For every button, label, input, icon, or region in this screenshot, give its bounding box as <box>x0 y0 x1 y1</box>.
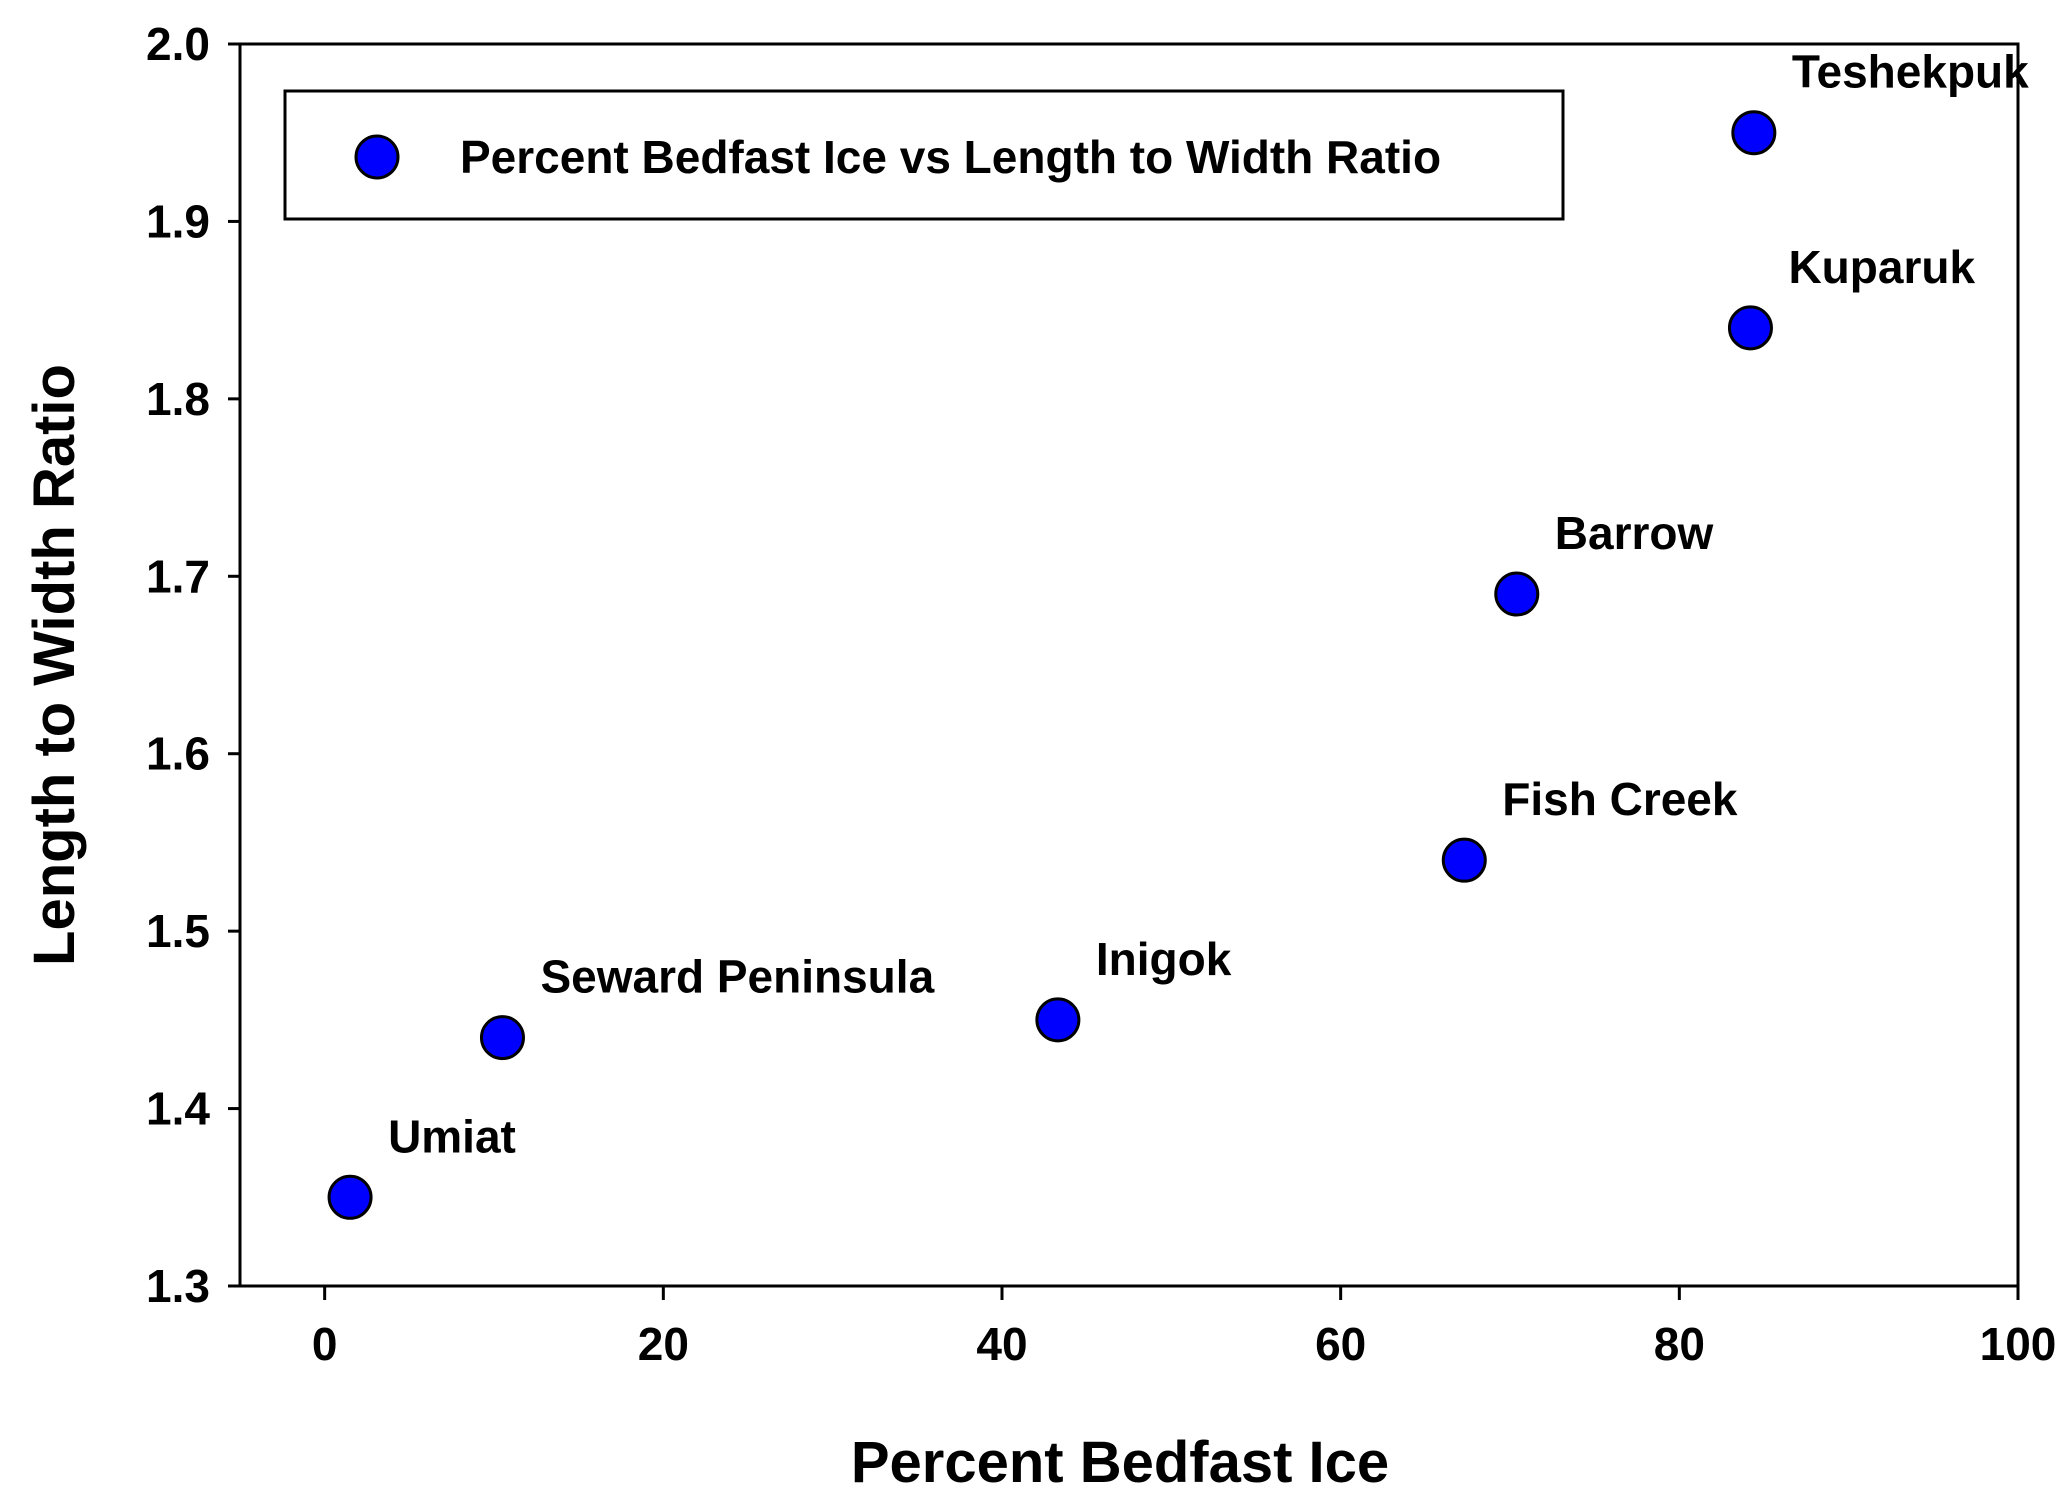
x-tick-label: 20 <box>638 1318 689 1370</box>
y-tick-label: 1.8 <box>146 373 210 425</box>
data-point <box>479 1015 525 1061</box>
x-tick-label: 100 <box>1980 1318 2057 1370</box>
data-point <box>1494 571 1540 617</box>
data-point <box>1441 837 1487 883</box>
y-axis-title: Length to Width Ratio <box>22 364 87 966</box>
legend-box <box>283 89 1565 221</box>
y-axis: 1.3 1.4 1.5 1.6 1.7 1.8 1.9 2.0 <box>146 18 240 1312</box>
x-axis-title: Percent Bedfast Ice <box>851 1430 1389 1495</box>
plot-frame <box>238 42 2020 1288</box>
data-point <box>327 1174 373 1220</box>
y-tick-label: 2.0 <box>146 18 210 70</box>
point-label: Inigok <box>1096 933 1232 985</box>
data-points: Umiat Seward Peninsula Inigok Fish Creek Bar… <box>327 46 2029 1220</box>
data-point <box>1035 997 1081 1043</box>
point-label: Seward Peninsula <box>540 951 934 1003</box>
y-tick-label: 1.9 <box>146 195 210 247</box>
x-tick-label: 60 <box>1315 1318 1366 1370</box>
y-tick-label: 1.3 <box>146 1260 210 1312</box>
legend: Percent Bedfast Ice vs Length to Width R… <box>283 89 1565 221</box>
y-tick-label: 1.5 <box>146 905 210 957</box>
y-tick-label: 1.4 <box>146 1083 210 1135</box>
point-label: Umiat <box>388 1110 516 1162</box>
x-axis: 0 20 40 60 80 100 <box>312 1286 2057 1370</box>
point-label: Barrow <box>1555 507 1714 559</box>
x-tick-label: 80 <box>1654 1318 1705 1370</box>
legend-marker <box>354 134 400 180</box>
x-tick-label: 0 <box>312 1318 338 1370</box>
x-tick-label: 40 <box>976 1318 1027 1370</box>
point-label: Kuparuk <box>1788 241 1975 293</box>
point-label: Fish Creek <box>1502 773 1738 825</box>
y-tick-label: 1.6 <box>146 728 210 780</box>
y-tick-label: 1.7 <box>146 550 210 602</box>
point-label: Teshekpuk <box>1792 46 2029 98</box>
data-point <box>1727 305 1773 351</box>
legend-entry: Percent Bedfast Ice vs Length to Width R… <box>460 131 1441 183</box>
data-point <box>1731 110 1777 156</box>
